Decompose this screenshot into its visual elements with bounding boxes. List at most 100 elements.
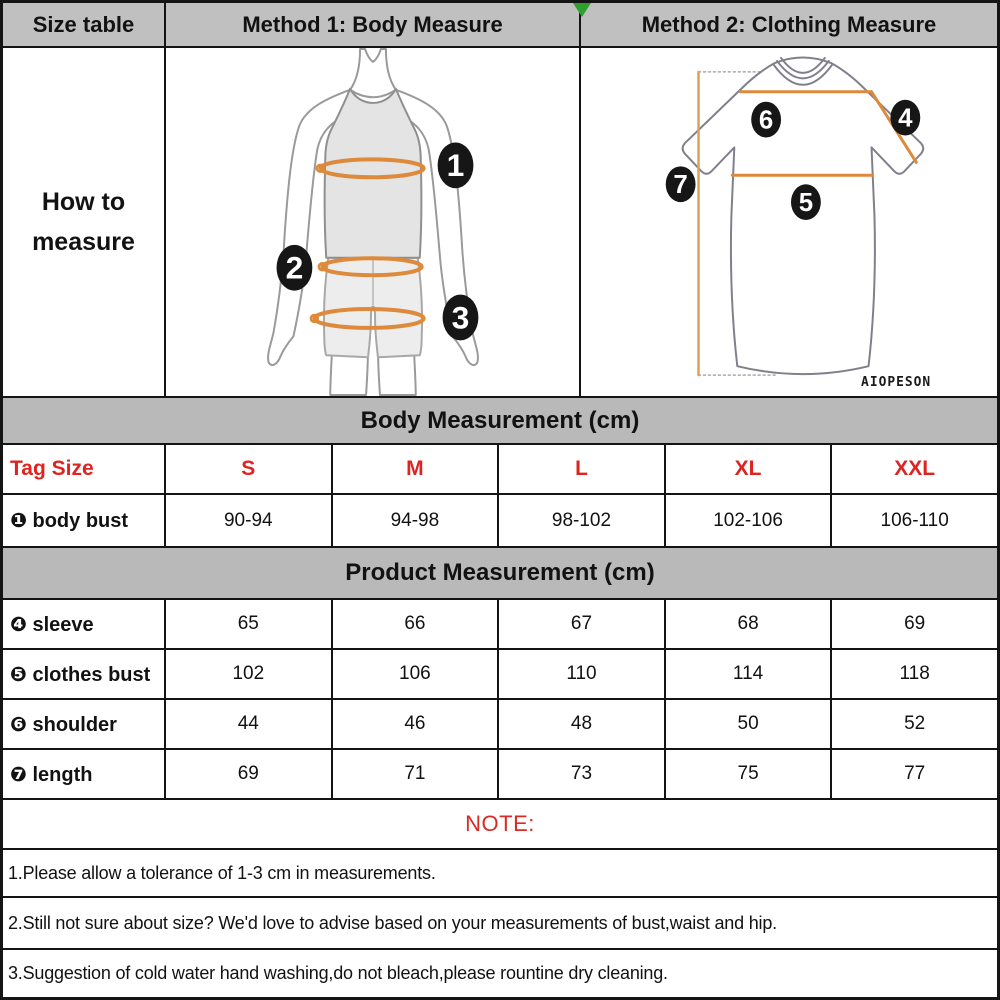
body-measurement-title: Body Measurement (cm) (360, 406, 640, 434)
marker-6-label: 6 (759, 107, 773, 135)
marker-5-icon (790, 184, 821, 221)
note-row-2: 2.Still not sure about size? We'd love t… (3, 898, 997, 950)
clothing-markers: 6 4 7 5 (665, 99, 921, 221)
row-label-body-bust: ❶ body bust (3, 495, 166, 546)
marker-1-icon (437, 142, 474, 189)
clothing-measure-illustration: 6 4 7 5 AIOPESON (581, 48, 997, 396)
marker-7-label: 7 (673, 171, 687, 199)
shoulder-row: ❻ shoulder 44 46 48 50 52 (3, 700, 997, 750)
value-cell: 77 (904, 763, 926, 784)
waist-tape (320, 256, 424, 278)
note-title: NOTE: (465, 811, 535, 836)
value-cell: 69 (904, 613, 926, 634)
how-to-measure-label: How to measure (3, 48, 166, 396)
neck (349, 48, 397, 99)
tshirt-icon: 6 4 7 5 AIOPESON (665, 56, 931, 390)
marker-2-label: 2 (286, 250, 304, 286)
right-leg (376, 345, 417, 396)
note-item-1: 1.Please allow a tolerance of 1-3 cm in … (8, 862, 436, 883)
value-cell: 65 (166, 600, 333, 648)
value-cell: 90-94 (166, 495, 333, 546)
value-cell: 66 (333, 600, 500, 648)
size-header-xxl: XXL (894, 457, 936, 480)
how-to-line1: How to (41, 187, 126, 216)
marker-1-label: 1 (447, 147, 465, 183)
body-measure-illustration: 1 2 3 (166, 48, 581, 396)
marker-2-icon (276, 244, 313, 291)
note-title-row: NOTE: (3, 800, 997, 850)
value-cell: 48 (499, 700, 666, 748)
note-item-2: 2.Still not sure about size? We'd love t… (8, 912, 777, 933)
value-cell: 114 (666, 650, 833, 698)
marker-3-icon (442, 294, 479, 341)
value-cell: 75 (666, 750, 833, 798)
collar-arc-inner (780, 56, 826, 74)
waist-tape-end (317, 262, 328, 272)
collar-arc-outer (772, 62, 834, 86)
note-item-3: 3.Suggestion of cold water hand washing,… (8, 963, 668, 983)
product-measurement-title: Product Measurement (cm) (345, 559, 655, 586)
note-row-3: 3.Suggestion of cold water hand washing,… (3, 950, 997, 997)
value-cell: 110 (499, 650, 666, 698)
value-cell: 50 (666, 700, 833, 748)
sleeve-row: ❹ sleeve 65 66 67 68 69 (3, 600, 997, 650)
tag-size-row: Tag Size S M L XL XXL (3, 445, 997, 495)
value-cell: 67 (499, 600, 666, 648)
row-label-length: ❼ length (3, 750, 166, 798)
measuring-tapes (309, 157, 426, 330)
value-cell: 68 (666, 600, 833, 648)
value-cell: 98-102 (499, 495, 666, 546)
value-cell: 73 (499, 750, 666, 798)
product-measurement-band: Product Measurement (cm) (3, 548, 997, 600)
body-markers: 1 2 3 (276, 142, 479, 341)
bust-tape-end (315, 163, 326, 174)
marker-5-label: 5 (799, 189, 813, 217)
shorts (322, 256, 424, 359)
marker-6-icon (751, 101, 782, 138)
value-cell: 46 (333, 700, 500, 748)
value-cell: 106 (333, 650, 500, 698)
illustration-row: How to measure (3, 48, 997, 398)
size-header-l: L (499, 445, 666, 493)
method2-header: Method 2: Clothing Measure (641, 11, 937, 37)
body-measurement-band: Body Measurement (cm) (3, 398, 997, 445)
collar-arc-mid (776, 59, 830, 80)
body-figure-icon: 1 2 3 (267, 48, 479, 396)
hip-tape-end (309, 313, 320, 324)
marker-7-icon (665, 166, 696, 203)
marker-3-label: 3 (452, 299, 470, 335)
size-header-xl: XL (666, 445, 833, 493)
tag-size-label: Tag Size (3, 445, 166, 493)
value-cell: 102 (166, 650, 333, 698)
bust-tape (318, 157, 426, 180)
value-cell: 52 (904, 713, 926, 734)
size-header-m: M (333, 445, 500, 493)
value-cell: 106-110 (880, 509, 949, 531)
how-to-line2: measure (32, 228, 135, 256)
size-table-header: Size table (3, 3, 166, 46)
value-cell: 102-106 (666, 495, 833, 546)
value-cell: 94-98 (333, 495, 500, 546)
clothes-bust-row: ❺ clothes bust 102 106 110 114 118 (3, 650, 997, 700)
marker-4-label: 4 (898, 105, 913, 133)
collar-icon (772, 56, 834, 86)
value-cell: 118 (899, 663, 930, 684)
row-label-sleeve: ❹ sleeve (3, 600, 166, 648)
green-corner-marker (573, 3, 591, 17)
tank-top (323, 87, 423, 259)
row-label-clothes-bust: ❺ clothes bust (3, 650, 166, 698)
value-cell: 69 (166, 750, 333, 798)
header-row: Size table Method 1: Body Measure Method… (3, 3, 997, 48)
note-row-1: 1.Please allow a tolerance of 1-3 cm in … (3, 850, 997, 898)
row-label-shoulder: ❻ shoulder (3, 700, 166, 748)
left-arm (267, 88, 352, 367)
hip-tape (312, 307, 426, 330)
brand-text: AIOPESON (861, 375, 931, 390)
method1-header: Method 1: Body Measure (166, 3, 581, 46)
value-cell: 71 (333, 750, 500, 798)
length-row: ❼ length 69 71 73 75 77 (3, 750, 997, 800)
body-bust-row: ❶ body bust 90-94 94-98 98-102 102-106 1… (3, 495, 997, 548)
marker-4-icon (890, 99, 921, 136)
size-header-s: S (166, 445, 333, 493)
